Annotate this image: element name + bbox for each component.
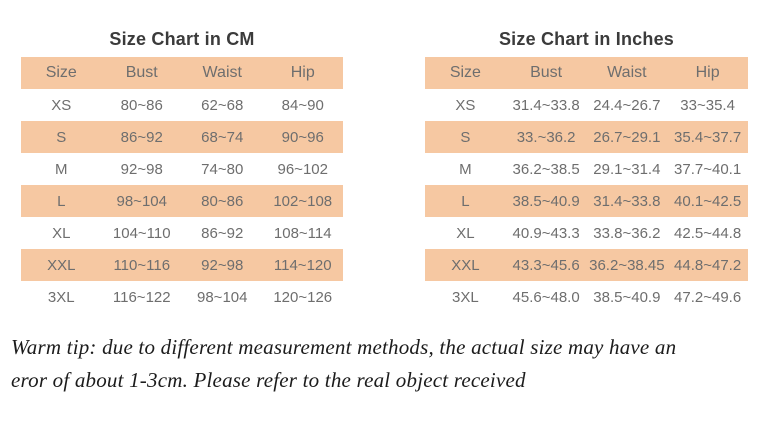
measurement-cell: 68~74 [201,128,244,146]
measurement-cell: 38.5~40.9 [512,192,580,210]
warm-tip-note: Warm tip: due to different measurement m… [11,331,676,397]
column-header-bust: Bust [530,64,563,81]
table-row: XXL 43.3~45.6 36.2~38.45 44.8~47.2 [425,249,748,281]
measurement-cell: 29.1~31.4 [593,160,661,178]
column-header-hip: Hip [290,64,315,81]
table-row: 3XL 45.6~48.0 38.5~40.9 47.2~49.6 [425,281,748,313]
measurement-cell: 86~92 [201,224,244,242]
size-label-cell: 3XL [47,288,75,306]
size-chart-inches-section: Size Chart in Inches Size Bust Waist Hip… [425,28,748,313]
measurement-cell: 42.5~44.8 [674,224,742,242]
measurement-cell: 62~68 [201,96,244,114]
measurement-cell: 104~110 [112,224,171,242]
size-label-cell: XXL [47,256,76,274]
measurement-cell: 45.6~48.0 [512,288,580,306]
measurement-cell: 92~98 [201,256,244,274]
measurement-cell: 31.4~33.8 [512,96,580,114]
measurement-cell: 31.4~33.8 [593,192,661,210]
measurement-cell: 116~122 [112,288,171,306]
measurement-cell: 33.~36.2 [516,128,576,146]
column-header-size: Size [449,64,481,81]
size-label-cell: XL [456,224,475,242]
table-row: XXL 110~116 92~98 114~120 [21,249,343,281]
measurement-cell: 33.8~36.2 [593,224,661,242]
table-row: L 38.5~40.9 31.4~33.8 40.1~42.5 [425,185,748,217]
measurement-cell: 102~108 [273,192,333,210]
measurement-cell: 80~86 [120,96,163,114]
size-chart-cm-section: Size Chart in CM Size Bust Waist Hip XS 8… [21,28,343,313]
table-row: XL 40.9~43.3 33.8~36.2 42.5~44.8 [425,217,748,249]
size-label-cell: S [460,128,471,146]
size-label-cell: L [57,192,66,210]
size-chart-cm-title: Size Chart in CM [109,29,255,49]
measurement-cell: 37.7~40.1 [674,160,742,178]
column-header-waist: Waist [202,64,242,81]
measurement-cell: 24.4~26.7 [593,96,661,114]
measurement-cell: 110~116 [113,256,171,274]
warm-tip-line-2: eror of about 1-3cm. Please refer to the… [11,368,526,392]
size-label-cell: M [55,160,68,178]
size-label-cell: 3XL [452,288,479,306]
table-row: M 92~98 74~80 96~102 [21,153,343,185]
size-chart-inches-title: Size Chart in Inches [498,29,675,49]
size-label-cell: S [56,128,67,146]
measurement-cell: 40.9~43.3 [512,224,580,242]
measurement-cell: 33~35.4 [680,96,735,114]
size-label-cell: XXL [451,256,480,274]
size-chart-cm-table: Size Bust Waist Hip XS 80~86 62~68 84~90 S 86… [21,57,343,313]
table-row: S 86~92 68~74 90~96 [21,121,343,153]
measurement-cell: 26.7~29.1 [593,128,661,146]
measurement-cell: 90~96 [281,128,324,146]
measurement-cell: 98~104 [197,288,248,306]
table-row: S 33.~36.2 26.7~29.1 35.4~37.7 [425,121,748,153]
measurement-cell: 38.5~40.9 [593,288,661,306]
measurement-cell: 74~80 [201,160,244,178]
size-label-cell: XS [455,96,476,114]
measurement-cell: 36.2~38.5 [512,160,580,178]
table-row: L 98~104 80~86 102~108 [21,185,343,217]
table-row: 3XL 116~122 98~104 120~126 [21,281,343,313]
header-row: Size Bust Waist Hip [21,57,343,89]
measurement-cell: 35.4~37.7 [674,128,742,146]
header-row: Size Bust Waist Hip [425,57,748,89]
column-header-size: Size [45,64,77,81]
measurement-cell: 44.8~47.2 [674,256,742,274]
size-label-cell: XS [51,96,72,114]
measurement-cell: 98~104 [116,192,167,210]
table-row: XS 31.4~33.8 24.4~26.7 33~35.4 [425,89,748,121]
size-label-cell: M [459,160,472,178]
measurement-cell: 84~90 [281,96,324,114]
measurement-cell: 36.2~38.45 [589,256,665,274]
measurement-cell: 47.2~49.6 [674,288,742,306]
column-header-hip: Hip [695,64,720,81]
size-label-cell: XL [52,224,71,242]
warm-tip-line-1: Warm tip: due to different measurement m… [11,335,677,359]
size-chart-inches-table: Size Bust Waist Hip XS 31.4~33.8 24.4~26.7… [425,57,748,313]
measurement-cell: 114~120 [273,256,332,274]
measurement-cell: 40.1~42.5 [674,192,742,210]
measurement-cell: 80~86 [201,192,244,210]
table-row: XL 104~110 86~92 108~114 [21,217,343,249]
size-label-cell: L [461,192,470,210]
measurement-cell: 92~98 [120,160,163,178]
table-row: XS 80~86 62~68 84~90 [21,89,343,121]
column-header-bust: Bust [125,64,158,81]
measurement-cell: 108~114 [273,224,332,242]
measurement-cell: 120~126 [273,288,333,306]
measurement-cell: 43.3~45.6 [512,256,580,274]
table-row: M 36.2~38.5 29.1~31.4 37.7~40.1 [425,153,748,185]
measurement-cell: 96~102 [277,160,328,178]
measurement-cell: 86~92 [120,128,163,146]
column-header-waist: Waist [607,64,647,81]
